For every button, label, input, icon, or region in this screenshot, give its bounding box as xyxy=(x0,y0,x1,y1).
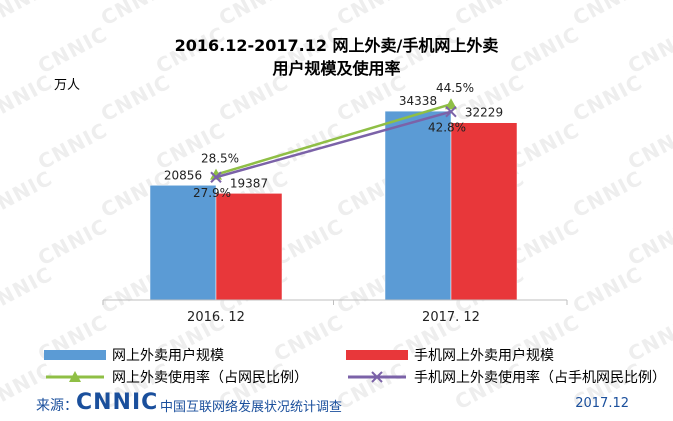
source-organization: 中国互联网络发展状况统计调查 xyxy=(160,400,343,415)
legend-label: 网上外卖使用率（占网民比例） xyxy=(112,370,308,386)
legend-x-line-icon xyxy=(348,371,406,383)
rate-marker xyxy=(210,171,222,183)
bar xyxy=(215,193,283,301)
source-label: 来源： xyxy=(36,398,78,414)
legend-item-line-1: 网上外卖使用率（占网民比例） xyxy=(44,367,308,387)
x-tick-label: 2017. 12 xyxy=(422,310,480,325)
bar-value-label: 32229 xyxy=(465,106,503,120)
bar xyxy=(450,122,518,301)
bar-value-label: 34338 xyxy=(399,94,437,108)
rate-line xyxy=(215,103,452,176)
rate-value-label: 28.5% xyxy=(201,152,239,166)
rate-value-label: 42.8% xyxy=(428,121,466,135)
legend-label: 网上外卖用户规模 xyxy=(112,348,224,364)
legend-item-bar-2: 手机网上外卖用户规模 xyxy=(346,345,554,365)
legend-label: 手机网上外卖使用率（占手机网民比例） xyxy=(414,370,666,386)
legend-triangle-line-icon xyxy=(46,371,104,382)
rate-marker xyxy=(445,98,457,110)
legend-swatch-blue xyxy=(44,350,106,360)
chart-title-line2: 用户规模及使用率 xyxy=(272,59,401,78)
x-tick-label: 2016. 12 xyxy=(187,310,245,325)
bar xyxy=(149,185,217,301)
rate-line xyxy=(215,110,452,179)
bar-value-label: 20856 xyxy=(164,168,202,182)
bar-value-label: 19387 xyxy=(230,176,268,190)
source-date: 2017.12 xyxy=(575,396,629,411)
rate-value-label: 27.9% xyxy=(193,186,231,200)
legend-label: 手机网上外卖用户规模 xyxy=(414,348,554,364)
rate-marker xyxy=(445,105,457,118)
rate-value-label: 44.5% xyxy=(436,81,474,95)
chart-title-line1: 2016.12-2017.12 网上外卖/手机网上外卖 xyxy=(174,36,499,55)
legend-item-bar-1: 网上外卖用户规模 xyxy=(44,345,224,365)
footer: 来源： CNNIC 中国互联网络发展状况统计调查 2017.12 xyxy=(0,389,673,421)
legend-swatch-red xyxy=(346,350,408,360)
cnnic-logo: CNNIC xyxy=(76,390,159,415)
bar xyxy=(384,110,452,301)
y-axis-unit-label: 万人 xyxy=(54,78,81,93)
legend-item-line-2: 手机网上外卖使用率（占手机网民比例） xyxy=(346,367,666,387)
